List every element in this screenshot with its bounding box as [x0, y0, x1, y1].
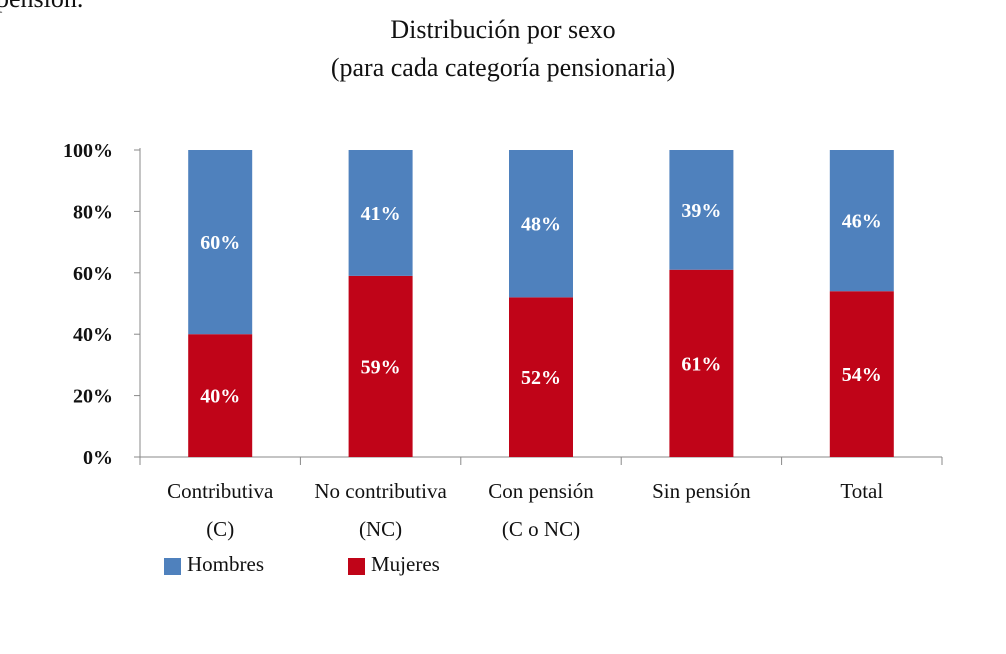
legend-item-mujeres: Mujeres — [348, 552, 440, 577]
y-tick-label: 100% — [63, 140, 113, 162]
chart-title: Distribución por sexo — [390, 15, 616, 44]
bar-hombres-2 — [348, 150, 413, 276]
data-label-hombres-2: 41% — [361, 203, 401, 225]
bar-hombres-4 — [669, 150, 734, 270]
chart-subtitle: (para cada categoría pensionaria) — [330, 53, 676, 82]
data-label-hombres-3: 48% — [521, 214, 561, 236]
bar-mujeres-4 — [669, 269, 734, 457]
page-text-fragment: pensión. — [0, 0, 83, 14]
legend-swatch-mujeres — [348, 558, 365, 575]
legend-label-hombres: Hombres — [187, 552, 264, 576]
x-category-label-3-line-1: Con pensión — [488, 479, 594, 503]
data-label-hombres-4: 39% — [681, 200, 721, 222]
x-category-label-1-line-1: Contributiva — [167, 479, 274, 503]
x-category-label-2-line-2: (NC) — [359, 517, 402, 541]
x-category-label-5-line-1: Total — [840, 479, 883, 503]
data-label-mujeres-3: 52% — [521, 367, 561, 389]
x-category-label-4-line-1: Sin pensión — [652, 479, 751, 503]
bar-hombres-3 — [509, 150, 573, 298]
x-category-label-1-line-2: (C) — [206, 517, 234, 541]
y-tick-label: 60% — [73, 263, 113, 285]
bar-mujeres-1 — [188, 334, 253, 457]
legend-swatch-hombres — [164, 558, 181, 575]
legend-label-mujeres: Mujeres — [371, 552, 440, 576]
y-tick-label: 20% — [73, 386, 113, 408]
bar-mujeres-3 — [509, 297, 573, 457]
bar-hombres-1 — [188, 150, 253, 335]
bar-mujeres-2 — [348, 275, 413, 457]
y-tick-label: 40% — [73, 324, 113, 346]
data-label-hombres-5: 46% — [842, 211, 882, 233]
x-category-label-3-line-2: (C o NC) — [502, 517, 580, 541]
data-label-mujeres-5: 54% — [842, 364, 882, 386]
data-label-mujeres-1: 40% — [200, 386, 240, 408]
bar-mujeres-5 — [829, 291, 894, 457]
data-label-hombres-1: 60% — [200, 232, 240, 254]
data-label-mujeres-4: 61% — [681, 353, 721, 375]
data-label-mujeres-2: 59% — [361, 356, 401, 378]
legend-item-hombres: Hombres — [164, 552, 264, 577]
bar-hombres-5 — [829, 150, 894, 292]
y-tick-label: 0% — [83, 447, 113, 469]
y-tick-label: 80% — [73, 201, 113, 223]
x-category-label-2-line-1: No contributiva — [314, 479, 447, 503]
